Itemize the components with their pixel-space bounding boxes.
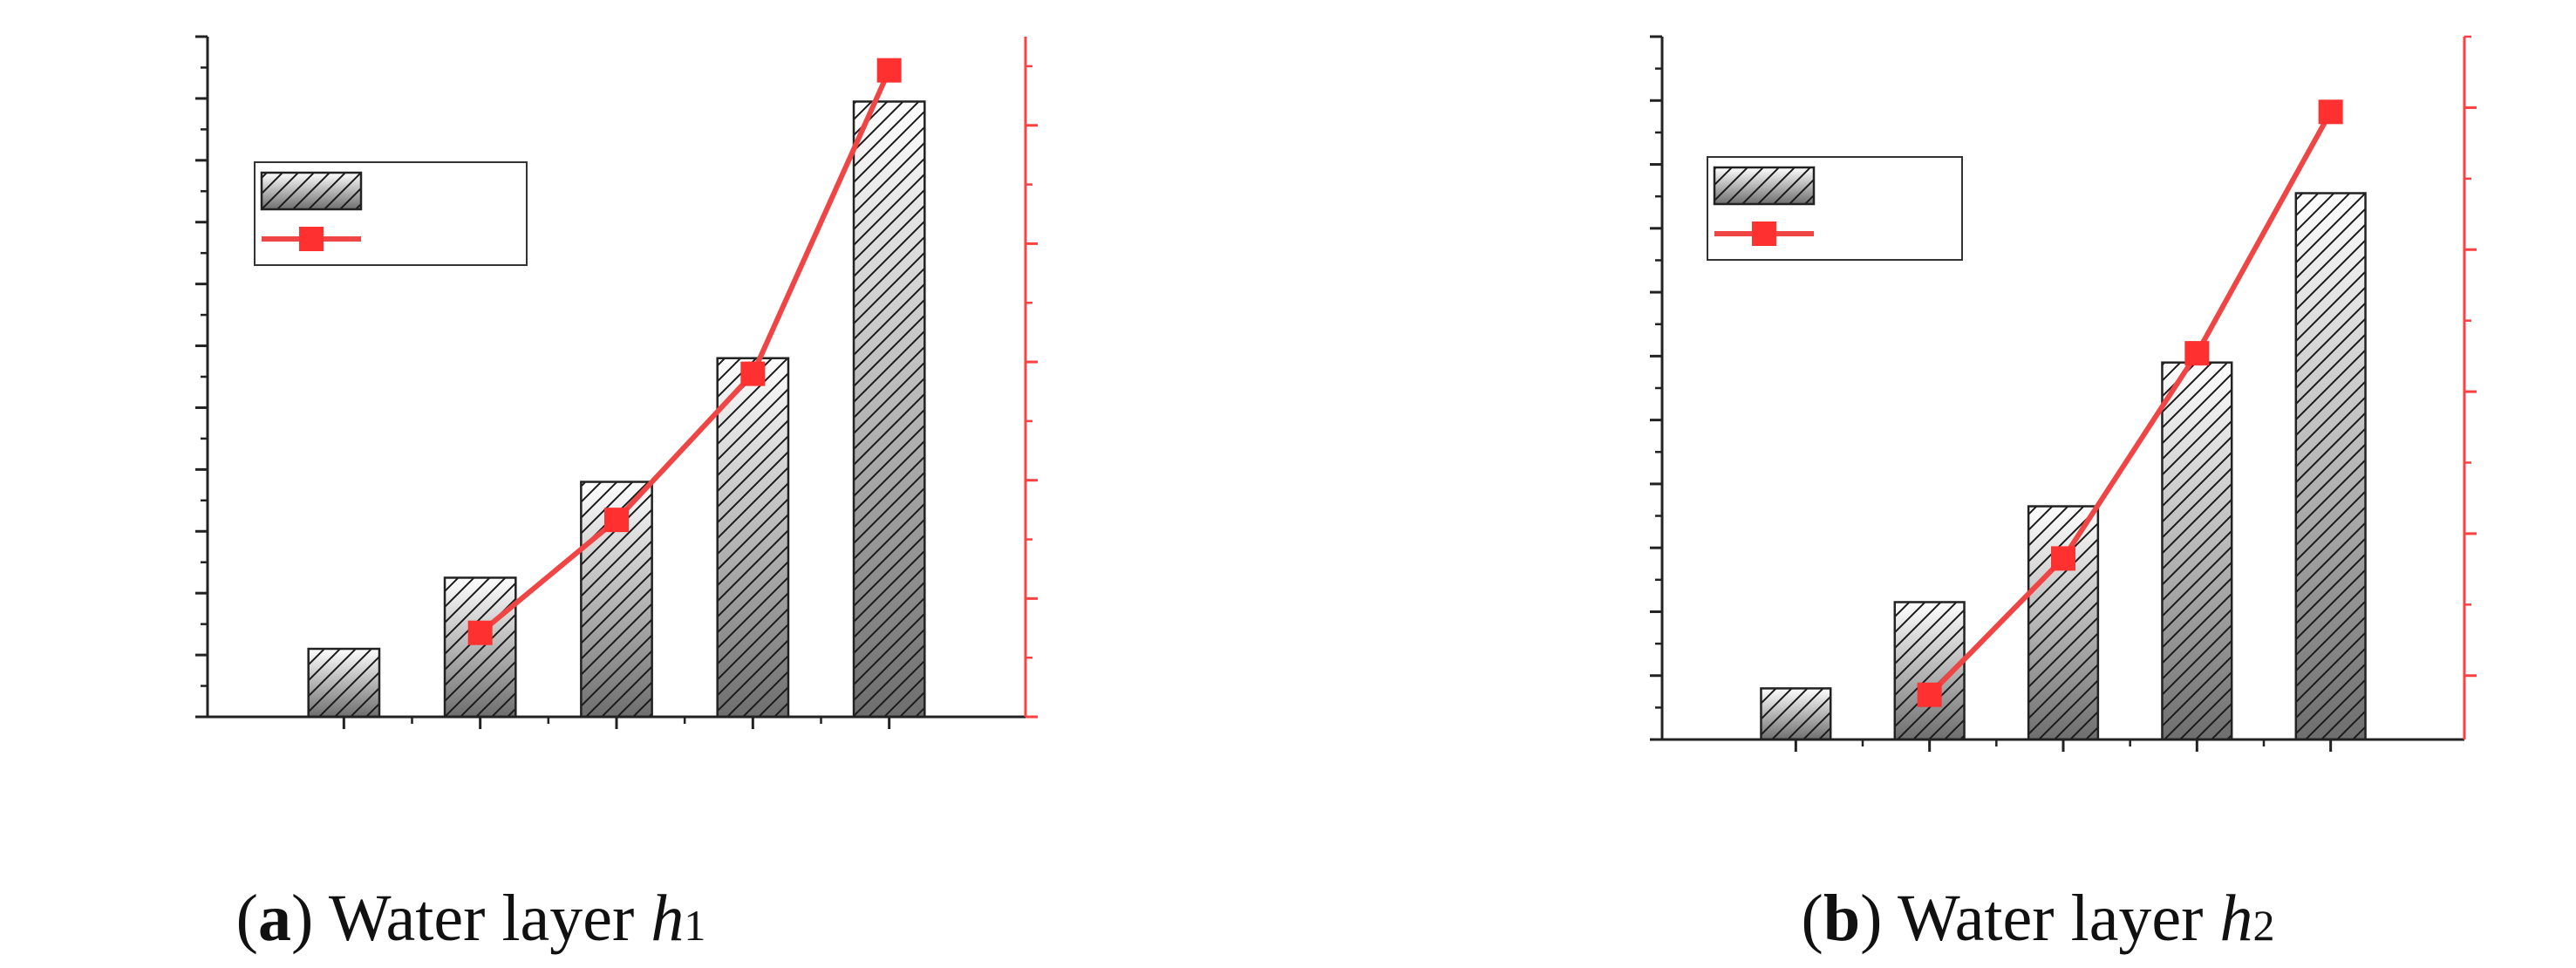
marker-RUa_h1-4 [740, 361, 766, 386]
caption-b: (b) Water layer h2 [1802, 882, 2275, 955]
caption-a-text: Water layer [313, 882, 651, 955]
marker-RUa_h2-2 [1917, 682, 1942, 707]
legend-swatch-marker [1752, 222, 1776, 246]
marker-RUa_h2-4 [2184, 341, 2210, 366]
bar-hatch-Ua_h1-1 [307, 647, 381, 719]
caption-b-text: Water layer [1882, 882, 2219, 955]
caption-b-var: h [2219, 882, 2252, 955]
line-RUa_h2 [1927, 110, 2334, 697]
line-RUa_h1 [478, 69, 892, 635]
marker-RUa_h1-5 [876, 58, 902, 83]
marker-RUa_h1-2 [467, 620, 493, 645]
bar-hatch-Ua_h2-3 [2027, 505, 2100, 741]
caption-a: (a) Water layer h1 [236, 882, 706, 955]
legend-swatch-bar-hatch [1713, 166, 1816, 206]
caption-b-sub: 2 [2252, 901, 2274, 950]
caption-a-var: h [651, 882, 684, 955]
chart-panel-b [1650, 35, 2477, 752]
legend-swatch-bar-hatch [260, 171, 363, 211]
chart-panel-a [195, 35, 1038, 729]
marker-RUa_h2-5 [2318, 99, 2343, 125]
legend-swatch-marker [299, 227, 324, 251]
marker-RUa_h1-3 [604, 508, 629, 533]
bar-hatch-Ua_h2-5 [2294, 192, 2367, 741]
caption-a-sub: 1 [684, 901, 705, 950]
bar-hatch-Ua_h1-2 [443, 576, 517, 719]
bar-hatch-Ua_h1-5 [852, 100, 926, 719]
marker-RUa_h2-3 [2051, 546, 2075, 571]
bar-hatch-Ua_h2-4 [2161, 361, 2233, 741]
caption-a-label: a [258, 882, 291, 955]
bar-hatch-Ua_h2-1 [1760, 687, 1832, 741]
caption-b-label: b [1823, 882, 1860, 955]
bar-hatch-Ua_h1-4 [716, 357, 790, 719]
